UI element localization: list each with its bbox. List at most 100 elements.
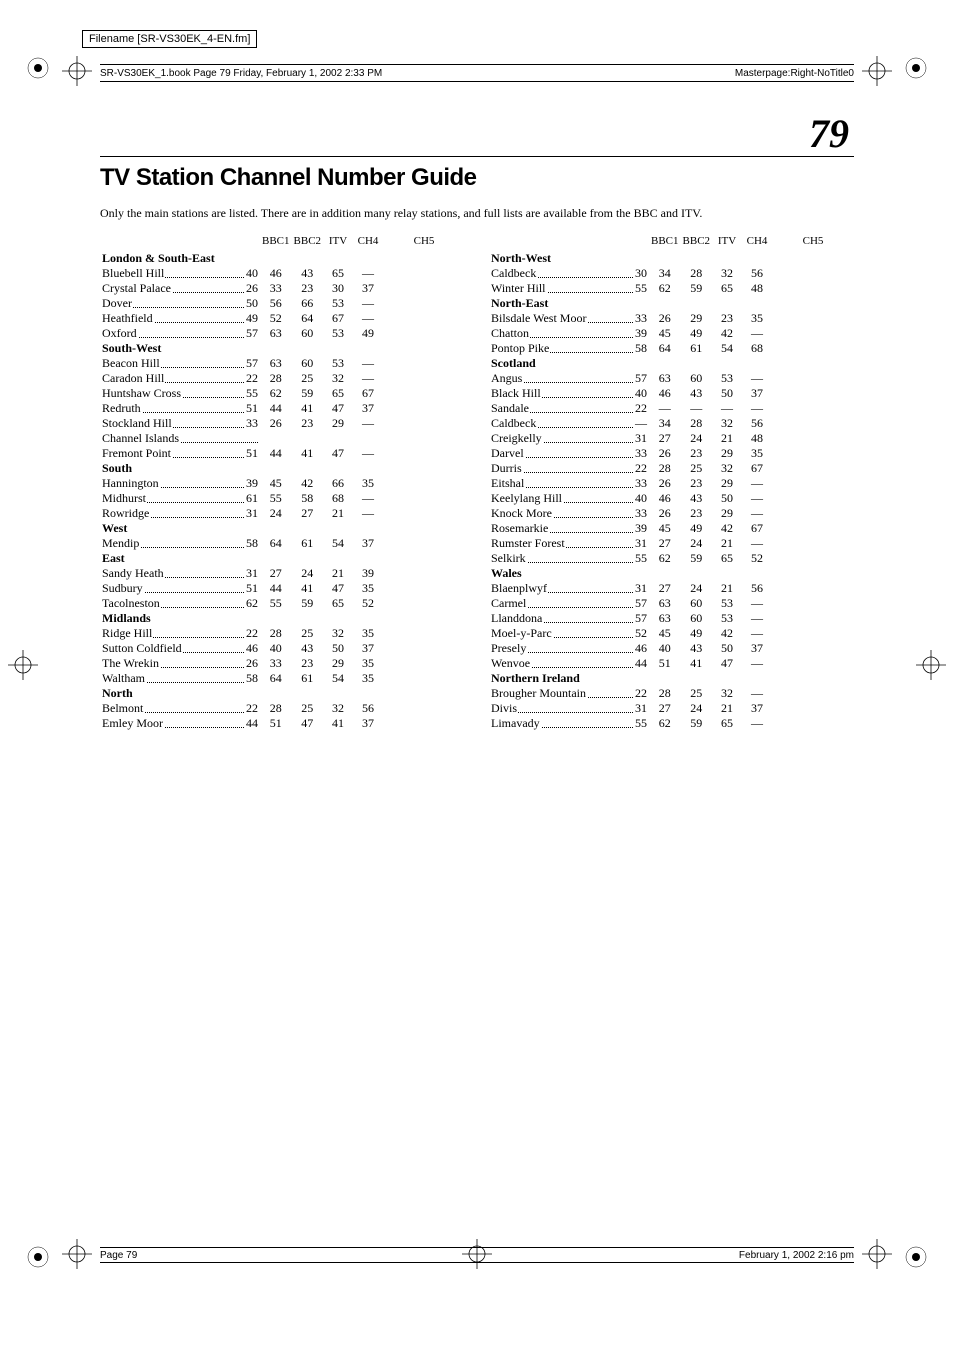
channel-cell: 28	[260, 371, 292, 386]
station-name-cell: Brougher Mountain22	[489, 686, 649, 701]
right-channel-table: BBC1BBC2ITVCH4CH5North-WestCaldbeck30342…	[489, 235, 854, 731]
channel-cell: 61	[681, 341, 713, 356]
channel-cell: 68	[323, 491, 353, 506]
table-row: Sutton Coldfield4640435037	[100, 641, 465, 656]
channel-cell: 53	[323, 326, 353, 341]
channel-cell: 60	[681, 611, 713, 626]
channel-cell: 60	[681, 371, 713, 386]
channel-cell: 43	[681, 641, 713, 656]
channel-cell: 37	[353, 281, 383, 296]
column-header: ITV	[323, 235, 353, 251]
table-row: Huntshaw Cross5562596567	[100, 386, 465, 401]
table-row: Angus57636053—	[489, 371, 854, 386]
station-name-cell: Sandy Heath31	[100, 566, 260, 581]
table-row: Selkirk5562596552	[489, 551, 854, 566]
table-row: Sudbury5144414735	[100, 581, 465, 596]
station-name-cell: Presely46	[489, 641, 649, 656]
channel-cell: 42	[292, 476, 324, 491]
channel-cell: —	[353, 371, 383, 386]
station-name-cell: Blaenplwyf31	[489, 581, 649, 596]
channel-cell: 62	[649, 281, 681, 296]
channel-cell: 42	[712, 521, 742, 536]
channel-cell: 43	[292, 641, 324, 656]
crop-mark-tr	[862, 56, 892, 86]
channel-cell: 29	[323, 656, 353, 671]
table-row: Caldbeck—34283256	[489, 416, 854, 431]
header-strip: SR-VS30EK_1.book Page 79 Friday, Februar…	[100, 64, 854, 82]
table-row: Redruth5144414737	[100, 401, 465, 416]
channel-cell: —	[353, 416, 383, 431]
channel-cell: 68	[742, 341, 772, 356]
channel-cell: 60	[292, 326, 324, 341]
channel-cell: 27	[649, 431, 681, 446]
region-heading: Midlands	[100, 611, 465, 626]
channel-cell: 65	[323, 596, 353, 611]
channel-cell: 37	[353, 401, 383, 416]
channel-cell: 35	[353, 626, 383, 641]
channel-cell: —	[742, 476, 772, 491]
channel-cell: 61	[292, 671, 324, 686]
table-row: Rosemarkie3945494267	[489, 521, 854, 536]
station-name-cell: Dover50	[100, 296, 260, 311]
table-row: Hannington3945426635	[100, 476, 465, 491]
channel-cell: 47	[323, 401, 353, 416]
channel-cell: 28	[649, 461, 681, 476]
channel-cell: 44	[260, 581, 292, 596]
region-heading: East	[100, 551, 465, 566]
table-row: Sandale22————	[489, 401, 854, 416]
column-header: CH4	[742, 235, 772, 251]
channel-cell: 49	[681, 326, 713, 341]
channel-cell: 50	[712, 491, 742, 506]
column-header: BBC1	[649, 235, 681, 251]
channel-cell: 29	[712, 506, 742, 521]
channel-cell: 32	[323, 371, 353, 386]
channel-cell: 52	[260, 311, 292, 326]
channel-cell: 59	[292, 386, 324, 401]
channel-cell: 44	[260, 401, 292, 416]
channel-cell: 27	[649, 536, 681, 551]
channel-cell: —	[742, 716, 772, 731]
table-row: Fremont Point51444147—	[100, 446, 465, 461]
channel-cell: 50	[712, 641, 742, 656]
table-row: Divis3127242137	[489, 701, 854, 716]
channel-cell: —	[353, 491, 383, 506]
station-name-cell: Bilsdale West Moor33	[489, 311, 649, 326]
channel-cell: 41	[292, 401, 324, 416]
table-row: Brougher Mountain22282532—	[489, 686, 854, 701]
channel-cell: 27	[649, 581, 681, 596]
channel-cell: 29	[323, 416, 353, 431]
channel-cell: 21	[712, 536, 742, 551]
table-row: Beacon Hill57636053—	[100, 356, 465, 371]
table-row: Darvel3326232935	[489, 446, 854, 461]
station-name-cell: Hannington39	[100, 476, 260, 491]
channel-cell: 27	[292, 506, 324, 521]
page-title: TV Station Channel Number Guide	[100, 164, 854, 192]
channel-cell: —	[353, 296, 383, 311]
channel-cell: 23	[292, 281, 324, 296]
channel-cell: 56	[742, 266, 772, 281]
channel-cell: 67	[742, 461, 772, 476]
channel-cell: 51	[260, 716, 292, 731]
channel-cell: 26	[649, 506, 681, 521]
channel-cell: 23	[292, 656, 324, 671]
channel-cell: 65	[712, 716, 742, 731]
channel-cell: 52	[353, 596, 383, 611]
channel-cell: 37	[742, 386, 772, 401]
channel-cell: —	[742, 536, 772, 551]
title-rule	[100, 156, 854, 157]
channel-cell: 47	[292, 716, 324, 731]
channel-cell: 28	[681, 266, 713, 281]
page-content: TV Station Channel Number Guide Only the…	[100, 164, 854, 731]
channel-cell: 46	[649, 491, 681, 506]
channel-cell: 25	[292, 371, 324, 386]
channel-cell: 67	[353, 386, 383, 401]
channel-cell: 24	[681, 536, 713, 551]
channel-cell: 42	[712, 326, 742, 341]
table-row: Llanddona57636053—	[489, 611, 854, 626]
table-row: Emley Moor4451474137	[100, 716, 465, 731]
channel-cell: —	[742, 611, 772, 626]
channel-cell: —	[353, 266, 383, 281]
channel-cell: 35	[742, 446, 772, 461]
station-name-cell: Mendip58	[100, 536, 260, 551]
station-name-cell: Waltham58	[100, 671, 260, 686]
